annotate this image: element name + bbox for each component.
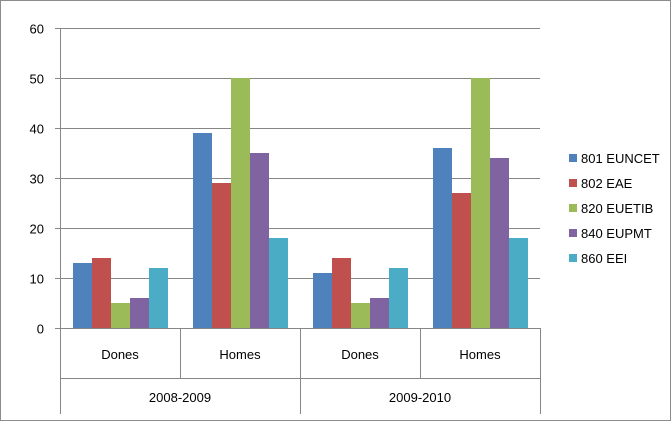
y-tick-label: 20 bbox=[30, 222, 44, 237]
bar bbox=[111, 303, 130, 328]
bar bbox=[313, 273, 332, 328]
bar bbox=[351, 303, 370, 328]
bar bbox=[149, 268, 168, 328]
bar bbox=[212, 183, 231, 328]
y-tick-label: 40 bbox=[30, 122, 44, 137]
y-tick-label: 0 bbox=[37, 322, 44, 337]
y-tick-label: 10 bbox=[30, 272, 44, 287]
x-group-label: 2008-2009 bbox=[149, 390, 211, 405]
bar bbox=[332, 258, 351, 328]
bar bbox=[370, 298, 389, 328]
legend-swatch bbox=[569, 204, 577, 212]
bar bbox=[433, 148, 452, 328]
bar bbox=[490, 158, 509, 328]
bar bbox=[73, 263, 92, 328]
bar bbox=[92, 258, 111, 328]
legend-label: 801 EUNCET bbox=[581, 151, 660, 166]
bar bbox=[509, 238, 528, 328]
y-tick-label: 30 bbox=[30, 172, 44, 187]
legend-swatch bbox=[569, 154, 577, 162]
x-category-label: Dones bbox=[341, 347, 379, 362]
x-category-label: Homes bbox=[219, 347, 261, 362]
x-group-label: 2009-2010 bbox=[389, 390, 451, 405]
legend-label: 840 EUPMT bbox=[581, 226, 652, 241]
bar bbox=[193, 133, 212, 328]
x-category-label: Homes bbox=[459, 347, 501, 362]
legend-label: 802 EAE bbox=[581, 176, 633, 191]
bar bbox=[130, 298, 149, 328]
legend-label: 860 EEI bbox=[581, 251, 627, 266]
legend-swatch bbox=[569, 229, 577, 237]
legend-swatch bbox=[569, 254, 577, 262]
bar bbox=[231, 78, 250, 328]
bar bbox=[250, 153, 269, 328]
bar bbox=[269, 238, 288, 328]
legend-swatch bbox=[569, 179, 577, 187]
legend-label: 820 EUETIB bbox=[581, 201, 653, 216]
y-tick-label: 60 bbox=[30, 22, 44, 37]
bar bbox=[389, 268, 408, 328]
x-category-label: Dones bbox=[101, 347, 139, 362]
bar bbox=[452, 193, 471, 328]
bar bbox=[471, 78, 490, 328]
y-tick-label: 50 bbox=[30, 72, 44, 87]
